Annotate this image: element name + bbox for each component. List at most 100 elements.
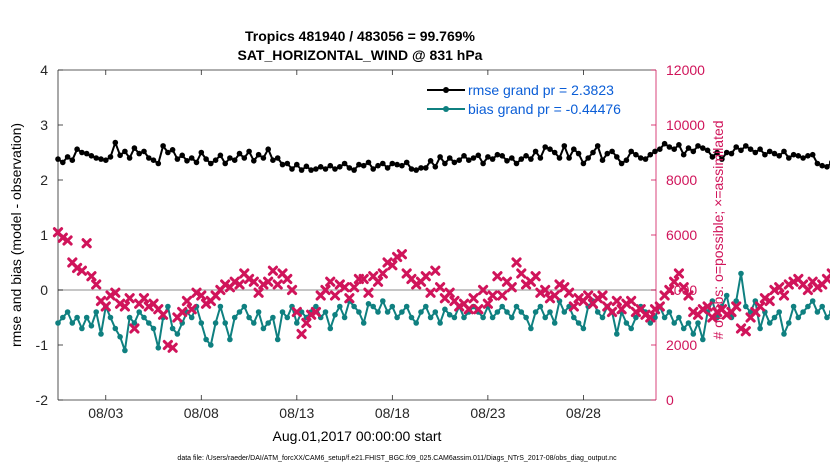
obs-marker — [774, 282, 785, 293]
data-point — [528, 325, 534, 332]
obs-marker — [248, 276, 259, 287]
obs-marker — [583, 290, 594, 301]
data-point — [475, 152, 482, 159]
data-point — [680, 325, 687, 332]
data-point — [117, 152, 123, 159]
data-point — [69, 320, 76, 326]
data-point — [351, 303, 357, 310]
data-point — [198, 149, 205, 156]
obs-marker — [358, 273, 369, 285]
legend-label: bias grand pr = -0.44476 — [468, 101, 621, 117]
data-point — [365, 301, 372, 307]
data-point — [227, 336, 233, 343]
data-point — [136, 150, 142, 157]
obs-marker — [310, 306, 322, 318]
data-point — [380, 160, 386, 167]
data-point — [174, 331, 181, 337]
obs-marker — [549, 290, 560, 301]
data-point — [461, 314, 467, 321]
data-point — [370, 166, 377, 172]
data-point — [423, 303, 429, 310]
obs-marker — [325, 276, 336, 287]
data-point — [365, 159, 372, 166]
obs-marker — [157, 309, 169, 320]
data-point — [599, 314, 606, 321]
data-point — [251, 320, 257, 326]
legend-marker — [443, 106, 449, 112]
data-point — [394, 314, 400, 321]
obs-marker — [664, 284, 675, 296]
data-point — [246, 314, 252, 321]
obs-marker — [563, 287, 575, 298]
data-point — [83, 150, 90, 157]
x-tick-label: 08/03 — [88, 405, 123, 421]
data-point — [93, 309, 99, 315]
data-point — [489, 314, 496, 321]
data-point — [537, 155, 544, 161]
data-point — [571, 314, 577, 321]
obs-marker — [81, 238, 92, 249]
data-point — [680, 151, 687, 158]
data-point — [466, 157, 472, 163]
data-point — [399, 309, 405, 315]
series-group — [52, 139, 830, 354]
data-point — [809, 151, 816, 158]
data-point — [255, 151, 262, 158]
data-point — [442, 160, 448, 167]
data-point — [757, 146, 763, 152]
data-point — [824, 164, 830, 170]
obs-marker — [444, 287, 455, 298]
data-point — [556, 155, 563, 161]
data-point — [446, 312, 453, 318]
x-axis-label: Aug.01,2017 00:00:00 start — [273, 428, 442, 444]
data-point — [814, 309, 821, 315]
data-point — [255, 309, 262, 315]
obs-marker — [425, 287, 436, 298]
data-point — [356, 161, 362, 168]
data-point — [360, 320, 367, 326]
data-point — [623, 320, 630, 326]
data-point — [494, 151, 501, 158]
obs-marker — [91, 279, 102, 290]
data-point — [451, 159, 458, 166]
data-point — [661, 314, 668, 321]
data-point — [55, 320, 61, 326]
obs-marker — [387, 260, 398, 271]
data-point — [270, 157, 276, 163]
data-point — [647, 320, 654, 326]
data-point — [93, 155, 99, 161]
obs-marker — [683, 290, 694, 301]
data-point — [786, 155, 792, 161]
data-point — [446, 155, 453, 161]
data-point — [212, 157, 219, 163]
obs-marker — [497, 290, 508, 301]
data-point — [403, 159, 410, 166]
data-point — [60, 159, 66, 166]
x-tick-label: 08/08 — [184, 405, 219, 421]
data-point — [427, 158, 434, 164]
data-point — [575, 150, 582, 157]
data-point — [700, 336, 706, 343]
data-point — [738, 147, 744, 154]
data-point — [800, 309, 806, 315]
series-rmse — [55, 139, 830, 173]
obs-marker — [420, 271, 431, 282]
obs-marker — [702, 301, 713, 312]
data-point — [327, 325, 334, 332]
obs-marker — [181, 295, 193, 307]
obs-marker — [196, 290, 207, 301]
data-point — [633, 314, 639, 321]
data-point — [64, 309, 71, 315]
obs-marker — [477, 284, 489, 296]
data-point — [561, 309, 568, 315]
data-point — [337, 164, 343, 170]
data-point — [766, 148, 773, 155]
obs-marker — [540, 284, 551, 296]
obs-marker — [372, 276, 384, 287]
y-tick-label-right: 2000 — [666, 337, 697, 353]
data-point — [657, 146, 663, 152]
legend-marker — [443, 87, 449, 93]
data-point — [308, 167, 314, 173]
data-point — [652, 148, 658, 155]
obs-marker — [349, 282, 360, 293]
